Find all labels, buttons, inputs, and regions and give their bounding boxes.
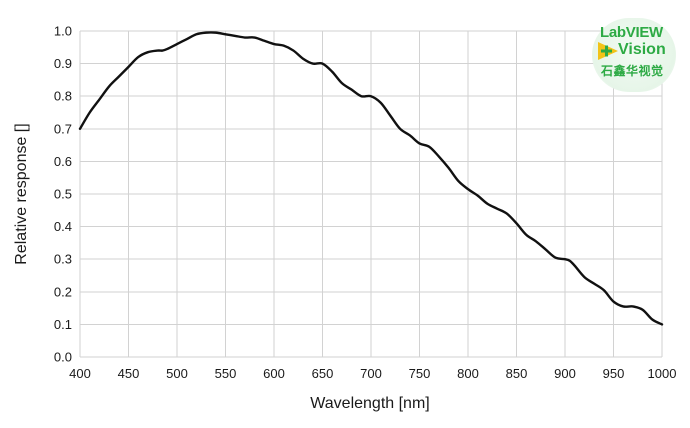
y-tick-label: 0.9: [54, 56, 72, 71]
y-axis-ticks: 0.0 0.1 0.2 0.3 0.4 0.5 0.6 0.7 0.8 0.9 1.0: [54, 24, 72, 365]
labview-vision-logo: LabVIEW Vision 石鑫华视觉: [592, 18, 676, 92]
x-tick-label: 900: [554, 366, 576, 381]
y-tick-label: 0.7: [54, 121, 72, 136]
x-tick-label: 800: [457, 366, 479, 381]
y-tick-label: 0.5: [54, 187, 72, 202]
x-tick-label: 750: [409, 366, 431, 381]
series-layer: [78, 31, 664, 326]
x-axis-ticks: 400 450 500 550 600 650 700 750 800 850 900 950 1000: [69, 366, 676, 381]
x-tick-label: 1000: [648, 366, 677, 381]
x-tick-label: 600: [263, 366, 285, 381]
logo-text-labview: LabVIEW: [600, 24, 663, 41]
x-tick-label: 400: [69, 366, 91, 381]
y-tick-label: 1.0: [54, 24, 72, 39]
y-tick-label: 0.3: [54, 252, 72, 267]
logo-text-vision: Vision: [618, 41, 666, 58]
grid: [79, 30, 663, 358]
x-tick-label: 500: [166, 366, 188, 381]
y-tick-label: 0.2: [54, 284, 72, 299]
x-tick-label: 950: [603, 366, 625, 381]
series-line: [78, 31, 664, 326]
y-tick-label: 0.0: [54, 350, 72, 365]
x-tick-label: 550: [215, 366, 237, 381]
y-tick-label: 0.6: [54, 154, 72, 169]
y-tick-label: 0.1: [54, 317, 72, 332]
logo-text-chinese: 石鑫华视觉: [601, 64, 664, 78]
y-tick-label: 0.8: [54, 89, 72, 104]
x-axis-label: Wavelength [nm]: [310, 395, 429, 412]
y-axis-label: Relative response []: [13, 123, 30, 264]
logo-plus-icon: [598, 42, 618, 60]
x-tick-label: 650: [312, 366, 334, 381]
x-tick-label: 850: [506, 366, 528, 381]
x-tick-label: 450: [118, 366, 140, 381]
y-tick-label: 0.4: [54, 219, 72, 234]
x-tick-label: 700: [360, 366, 382, 381]
